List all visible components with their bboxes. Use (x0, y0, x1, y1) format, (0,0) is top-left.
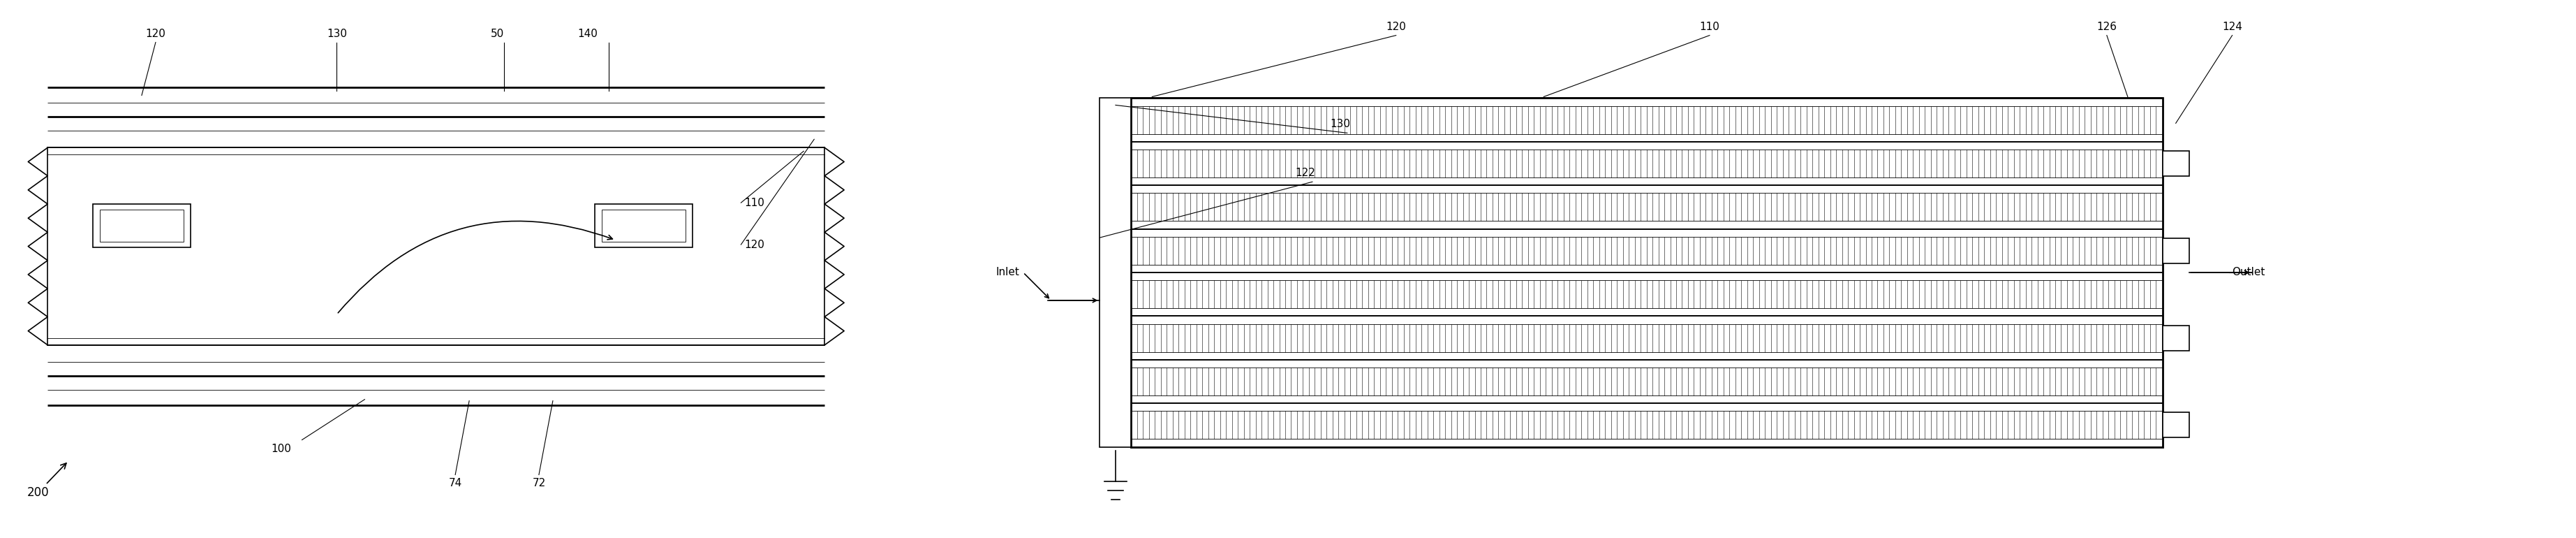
Bar (93, 204, 191, 247)
Text: Outlet: Outlet (2233, 267, 2264, 278)
Bar (2161, 238, 2190, 263)
Text: 110: 110 (1700, 22, 1721, 32)
Bar (2161, 151, 2190, 176)
Text: 72: 72 (533, 478, 546, 489)
FancyArrowPatch shape (337, 221, 613, 313)
Bar (603, 209, 685, 242)
Bar (100, 209, 183, 242)
Bar (595, 204, 693, 247)
Text: Inlet: Inlet (997, 267, 1020, 278)
Text: 120: 120 (744, 239, 765, 250)
Text: 140: 140 (577, 29, 598, 39)
Text: 130: 130 (327, 29, 348, 39)
Bar (1100, 98, 1131, 447)
Bar (1131, 98, 2161, 447)
Text: 200: 200 (26, 463, 67, 499)
Text: 130: 130 (1329, 119, 1350, 130)
Text: 124: 124 (2223, 22, 2241, 32)
Bar (2161, 413, 2190, 437)
Text: 110: 110 (744, 197, 765, 208)
Bar (2161, 325, 2190, 350)
Text: 122: 122 (1296, 168, 1316, 178)
Text: 120: 120 (147, 29, 165, 39)
Text: 74: 74 (448, 478, 461, 489)
Text: 50: 50 (489, 29, 505, 39)
Text: 120: 120 (1386, 22, 1406, 32)
Text: 100: 100 (270, 443, 291, 454)
Text: 126: 126 (2097, 22, 2117, 32)
